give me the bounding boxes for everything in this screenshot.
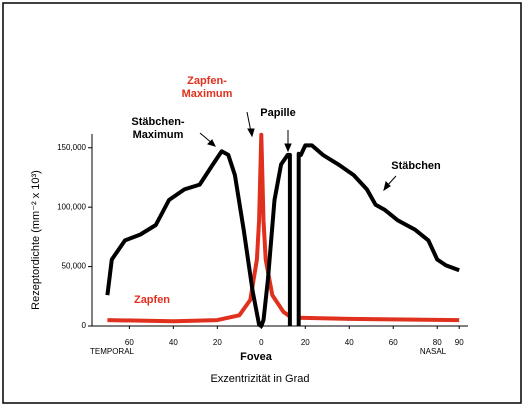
annotation: Zapfen- xyxy=(187,75,227,87)
y-tick-label: 150,000 xyxy=(57,143,86,152)
annotation: Papille xyxy=(260,107,295,119)
arrows xyxy=(199,111,397,192)
series-line xyxy=(105,143,460,328)
arrowhead xyxy=(383,181,391,192)
x-tick-label: 90 xyxy=(455,338,464,347)
frame xyxy=(2,2,522,404)
y-tick-label: 50,000 xyxy=(62,262,87,271)
annotation: NASAL xyxy=(420,347,447,356)
annotation: TEMPORAL xyxy=(90,347,135,356)
series-line xyxy=(107,132,460,324)
x-tick-label: 20 xyxy=(301,338,310,347)
x-tick-label: 0 xyxy=(259,338,264,347)
arrowhead xyxy=(207,139,216,147)
arrowhead xyxy=(284,143,292,153)
annotation: Maximum xyxy=(182,88,233,100)
x-tick-label: 80 xyxy=(433,338,442,347)
y-tick-label: 100,000 xyxy=(57,202,86,211)
y-tick-label: 0 xyxy=(82,321,87,330)
x-tick-label: 40 xyxy=(345,338,354,347)
annotation: Stäbchen- xyxy=(131,116,185,128)
y-axis-label: Rezeptordichte (mm⁻² x 10³) xyxy=(30,170,42,310)
x-tick-label: 40 xyxy=(169,338,178,347)
x-axis-label: Exzentrizität in Grad xyxy=(210,373,309,385)
arrowhead xyxy=(247,128,255,138)
annotation: Zapfen xyxy=(134,294,170,306)
annotation: Stäbchen xyxy=(391,160,441,172)
annotation: Fovea xyxy=(240,351,273,363)
x-tick-label: 20 xyxy=(213,338,222,347)
x-tick-label: 60 xyxy=(125,338,134,347)
annotation: Maximum xyxy=(133,129,184,141)
x-tick-label: 60 xyxy=(389,338,398,347)
